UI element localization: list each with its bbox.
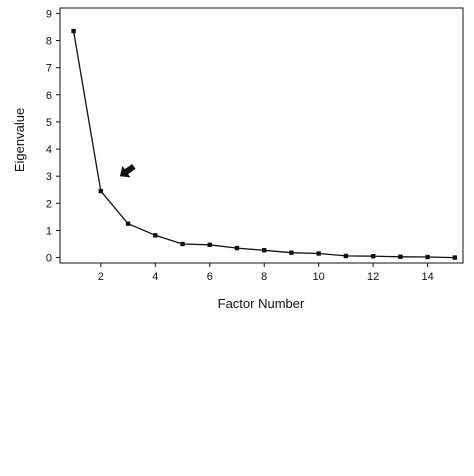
data-point <box>180 241 185 247</box>
series-line <box>72 30 455 259</box>
annotations <box>119 163 136 178</box>
y-axis: 0 1 2 3 4 5 6 7 8 9 <box>46 8 60 265</box>
x-tick-label: 10 <box>313 271 325 283</box>
data-point <box>234 245 240 251</box>
data-point <box>370 254 376 259</box>
x-axis: 2 4 6 8 10 12 14 <box>98 263 434 283</box>
data-point <box>153 233 158 238</box>
plot-frame <box>59 7 464 264</box>
y-tick-label: 9 <box>46 8 52 20</box>
y-tick-label: 1 <box>46 225 52 237</box>
data-point <box>398 254 403 259</box>
y-tick-label: 5 <box>46 117 52 129</box>
y-tick-label: 3 <box>46 171 52 183</box>
y-tick-label: 6 <box>46 90 52 102</box>
eigenvalue-series <box>71 28 458 260</box>
y-tick-label: 0 <box>46 253 52 265</box>
x-tick-label: 2 <box>98 271 104 283</box>
y-tick-label: 8 <box>46 36 52 48</box>
data-point <box>452 255 458 260</box>
y-axis-title: Eigenvalue <box>12 108 27 172</box>
y-tick-label: 2 <box>46 198 52 210</box>
data-point <box>343 253 349 259</box>
x-tick-label: 6 <box>207 271 213 283</box>
data-point <box>98 188 104 194</box>
data-point <box>125 221 131 226</box>
x-tick-label: 14 <box>421 271 433 283</box>
data-point <box>71 28 76 34</box>
x-axis-title: Factor Number <box>218 296 305 311</box>
data-point <box>262 248 267 253</box>
data-point <box>207 242 212 248</box>
data-point <box>425 254 430 260</box>
y-tick-label: 7 <box>46 63 52 75</box>
x-tick-label: 8 <box>261 271 267 283</box>
x-tick-label: 4 <box>152 271 158 283</box>
y-tick-label: 4 <box>46 144 52 156</box>
elbow-arrow-icon <box>119 163 136 178</box>
data-point <box>316 251 321 256</box>
data-point <box>289 250 294 255</box>
x-tick-label: 12 <box>367 271 379 283</box>
